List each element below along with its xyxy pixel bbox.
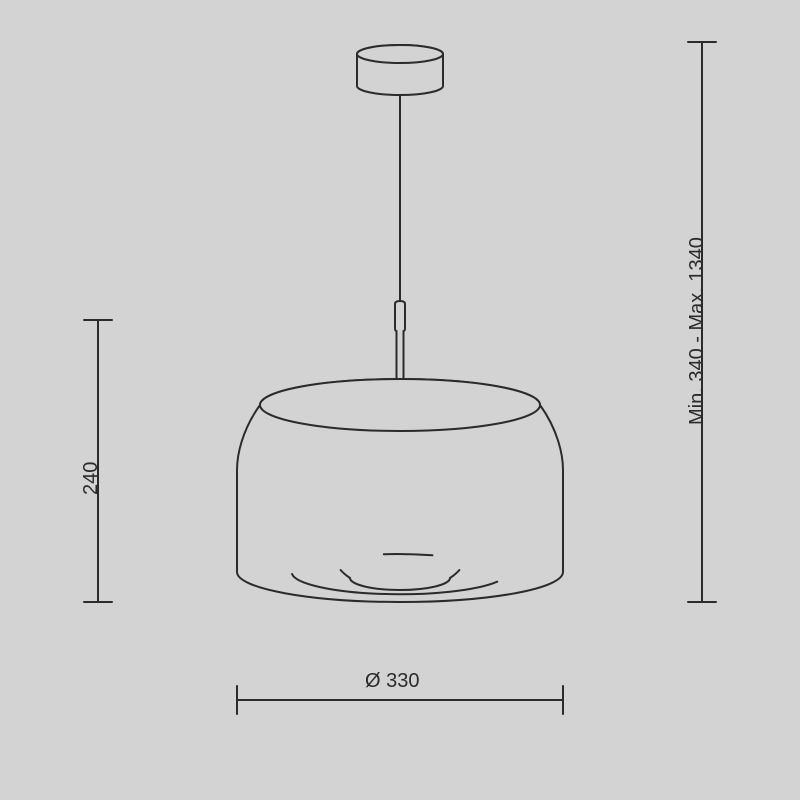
diameter-label: Ø 330 — [365, 670, 419, 693]
diagram-canvas: 240 Min. 340 - Max. 1340 Ø 330 — [0, 0, 800, 800]
shade-height-label: 240 — [80, 462, 103, 495]
total-height-label: Min. 340 - Max. 1340 — [686, 237, 709, 425]
